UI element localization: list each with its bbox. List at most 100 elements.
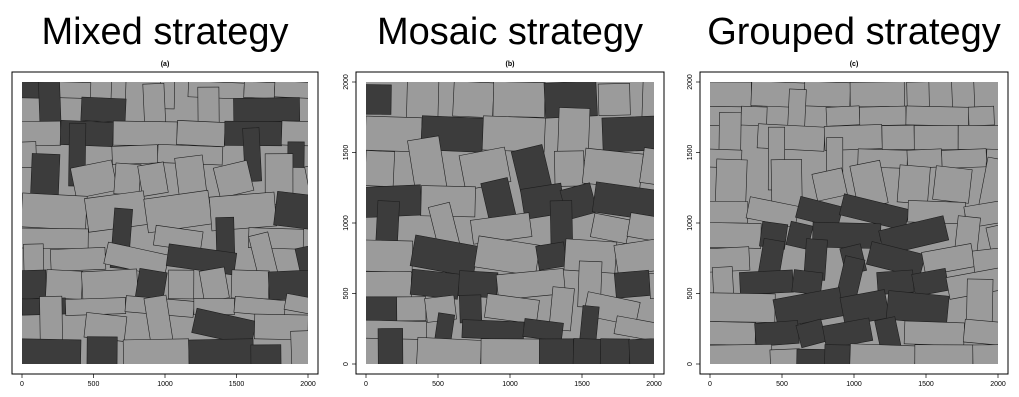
- parcel: [243, 82, 276, 99]
- parcel: [168, 269, 195, 300]
- parcel: [396, 296, 427, 322]
- parcel: [906, 82, 930, 108]
- parcel: [473, 235, 541, 277]
- parcel: [769, 348, 801, 364]
- parcel: [1010, 69, 1019, 119]
- parcel: [554, 150, 585, 187]
- parcel: [613, 269, 652, 299]
- parcel: [903, 320, 965, 347]
- parcel: [971, 244, 998, 275]
- parcel: [600, 338, 630, 364]
- parcel: [294, 244, 308, 275]
- parcel: [267, 268, 308, 301]
- parcel: [581, 147, 644, 190]
- panel-title: Mosaic strategy: [377, 11, 643, 53]
- parcel: [22, 227, 89, 250]
- x-tick-label: 500: [776, 381, 788, 388]
- x-tick-label: 0: [20, 381, 24, 388]
- x-tick-label: 500: [432, 381, 444, 388]
- parcel: [366, 84, 392, 115]
- parcel: [212, 159, 255, 199]
- field-map: [22, 82, 346, 364]
- parcel: [81, 268, 139, 301]
- y-tick-label: 2000: [343, 74, 350, 90]
- parcel: [641, 82, 654, 125]
- x-tick-label: 2000: [300, 381, 316, 388]
- parcel: [739, 269, 794, 295]
- x-tick-label: 1500: [574, 381, 590, 388]
- parcel: [957, 125, 998, 150]
- parcel: [972, 344, 998, 364]
- field-map: [710, 69, 1019, 364]
- parcel: [230, 269, 270, 300]
- parcel: [628, 337, 654, 364]
- parcel: [710, 222, 762, 249]
- parcel: [86, 336, 118, 364]
- parcel: [985, 218, 998, 253]
- x-tick-label: 0: [364, 381, 368, 388]
- parcel: [878, 215, 950, 256]
- parcel: [825, 105, 861, 127]
- y-tick-label: 1500: [687, 145, 694, 161]
- y-tick-label: 2000: [687, 74, 694, 90]
- parcel: [290, 329, 308, 364]
- parcel: [481, 115, 546, 153]
- parcel: [639, 147, 654, 191]
- x-tick-label: 500: [88, 381, 100, 388]
- parcel: [250, 344, 282, 364]
- parcel: [377, 328, 404, 364]
- parcel: [591, 181, 654, 222]
- parcel: [22, 338, 82, 364]
- field-map: [366, 82, 654, 364]
- y-tick-label: 500: [343, 288, 350, 300]
- parcel: [803, 82, 851, 108]
- parcel: [112, 120, 178, 147]
- parcel: [492, 82, 546, 118]
- x-tick-label: 1000: [502, 381, 518, 388]
- y-tick-label: 0: [687, 362, 694, 366]
- parcel: [233, 97, 301, 123]
- parcel: [597, 82, 631, 116]
- parcel: [64, 297, 127, 316]
- panel-title: Grouped strategy: [707, 11, 1001, 53]
- parcel: [59, 120, 114, 147]
- parcel: [137, 161, 169, 197]
- parcel: [366, 239, 414, 273]
- parcel: [648, 269, 654, 299]
- parcel: [366, 150, 395, 188]
- parcel: [484, 293, 540, 325]
- x-tick-label: 1500: [918, 381, 934, 388]
- parcel: [838, 193, 910, 232]
- parcel: [176, 120, 226, 147]
- panel-subtitle: (c): [850, 61, 859, 68]
- parcel: [535, 241, 568, 271]
- parcel: [710, 320, 756, 346]
- x-tick-label: 1000: [157, 381, 173, 388]
- parcel: [914, 344, 974, 364]
- panel-subtitle: (b): [506, 61, 515, 68]
- y-tick-label: 1000: [687, 215, 694, 231]
- parcel: [613, 315, 654, 345]
- parcel: [822, 317, 874, 350]
- parcel: [495, 268, 566, 301]
- parcel: [865, 241, 926, 278]
- parcel: [881, 124, 915, 151]
- parcel: [273, 82, 308, 100]
- panel-subtitle: (a): [161, 61, 170, 68]
- parcel: [321, 211, 346, 266]
- x-tick-label: 2000: [990, 381, 1006, 388]
- parcel: [740, 105, 768, 127]
- parcel: [366, 296, 398, 322]
- parcel: [756, 123, 826, 152]
- parcel: [710, 292, 776, 323]
- parcel: [941, 148, 988, 169]
- y-tick-label: 0: [343, 362, 350, 366]
- parcel: [849, 82, 905, 108]
- parcel: [458, 294, 483, 324]
- parcel: [1014, 89, 1019, 143]
- parcel: [913, 125, 959, 150]
- parcel: [45, 269, 84, 300]
- y-tick-label: 1500: [343, 145, 350, 161]
- parcel: [273, 190, 308, 233]
